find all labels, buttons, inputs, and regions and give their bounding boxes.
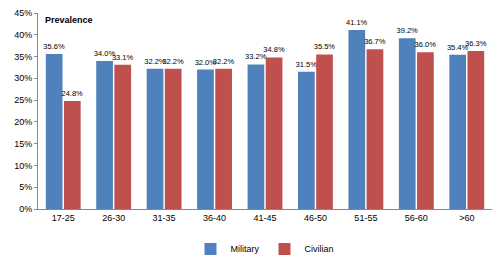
svg-text:39.2%: 39.2% bbox=[396, 26, 418, 35]
svg-text:25%: 25% bbox=[14, 95, 32, 105]
svg-text:10%: 10% bbox=[14, 161, 32, 171]
svg-text:36.0%: 36.0% bbox=[415, 40, 437, 49]
svg-text:34.8%: 34.8% bbox=[263, 45, 285, 54]
svg-text:17-25: 17-25 bbox=[52, 213, 75, 223]
svg-text:35.4%: 35.4% bbox=[447, 43, 469, 52]
svg-text:30%: 30% bbox=[14, 73, 32, 83]
svg-text:>60: >60 bbox=[459, 213, 474, 223]
svg-text:Military: Military bbox=[231, 244, 260, 254]
svg-text:34.0%: 34.0% bbox=[94, 49, 116, 58]
svg-text:36.7%: 36.7% bbox=[364, 37, 386, 46]
svg-text:Civilian: Civilian bbox=[304, 244, 333, 254]
svg-text:33.2%: 33.2% bbox=[245, 52, 267, 61]
svg-text:46-50: 46-50 bbox=[304, 213, 327, 223]
svg-text:20%: 20% bbox=[14, 117, 32, 127]
svg-text:15%: 15% bbox=[14, 139, 32, 149]
svg-text:35.5%: 35.5% bbox=[314, 42, 336, 51]
svg-text:31-35: 31-35 bbox=[153, 213, 176, 223]
svg-text:41-45: 41-45 bbox=[253, 213, 276, 223]
svg-text:41.1%: 41.1% bbox=[346, 18, 368, 27]
svg-text:32.0%: 32.0% bbox=[195, 58, 217, 67]
svg-text:36.3%: 36.3% bbox=[465, 39, 487, 48]
svg-text:40%: 40% bbox=[14, 30, 32, 40]
svg-text:32.2%: 32.2% bbox=[162, 57, 184, 66]
svg-text:26-30: 26-30 bbox=[102, 213, 125, 223]
svg-text:Prevalence: Prevalence bbox=[45, 15, 93, 25]
svg-text:0%: 0% bbox=[19, 204, 32, 214]
svg-text:31.5%: 31.5% bbox=[296, 60, 318, 69]
svg-text:35%: 35% bbox=[14, 52, 32, 62]
svg-text:56-60: 56-60 bbox=[405, 213, 428, 223]
svg-text:45%: 45% bbox=[14, 8, 32, 18]
svg-text:32.2%: 32.2% bbox=[213, 57, 235, 66]
svg-text:51-55: 51-55 bbox=[354, 213, 377, 223]
svg-text:36-40: 36-40 bbox=[203, 213, 226, 223]
svg-text:32.2%: 32.2% bbox=[144, 57, 166, 66]
svg-text:5%: 5% bbox=[19, 182, 32, 192]
svg-text:33.1%: 33.1% bbox=[112, 53, 134, 62]
svg-text:35.6%: 35.6% bbox=[43, 42, 65, 51]
svg-text:24.8%: 24.8% bbox=[62, 89, 84, 98]
